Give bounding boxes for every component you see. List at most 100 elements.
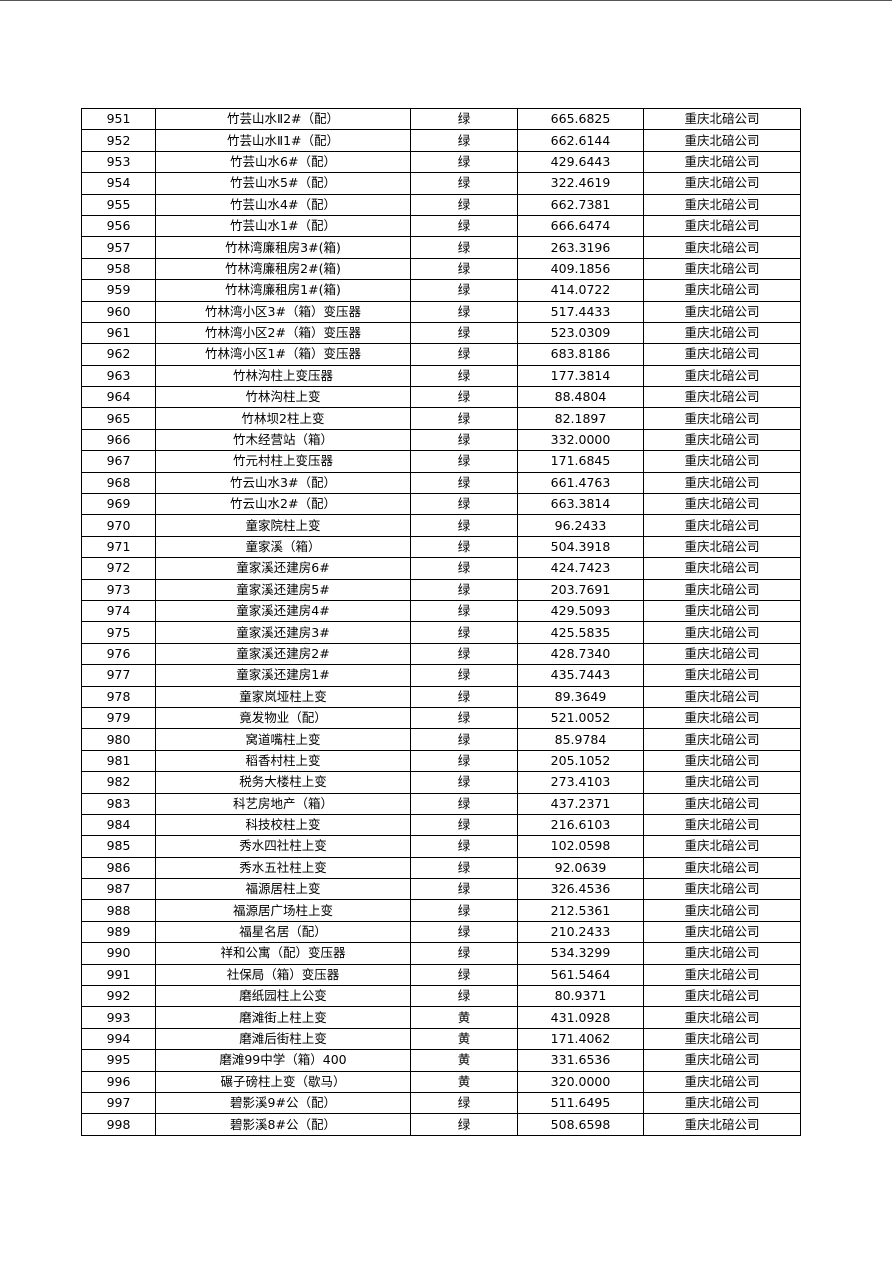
row-number: 997 — [81, 1091, 156, 1115]
station-name: 童家溪还建房1# — [155, 664, 411, 687]
table-row: 984 科技校柱上变绿 216.6103 重庆北碚公司 — [81, 813, 801, 837]
table-row: 961 竹林湾小区2#（箱）变压器绿 523.0309 重庆北碚公司 — [81, 321, 801, 345]
table-row: 955 竹芸山水4#（配）绿 662.7381 重庆北碚公司 — [81, 193, 801, 216]
station-name: 童家院柱上变 — [155, 514, 411, 537]
table-row: 974 童家溪还建房4# 绿 429.5093 重庆北碚公司 — [81, 599, 801, 623]
value: 88.4804 — [517, 386, 644, 409]
table-row: 993 磨滩街上柱上变黄 431.0928 重庆北碚公司 — [81, 1006, 801, 1029]
station-name: 竹元村柱上变压器 — [155, 450, 411, 473]
row-number: 992 — [81, 985, 156, 1008]
row-number: 952 — [81, 129, 156, 152]
station-name: 竹林湾廉租房3#(箱) — [155, 236, 411, 259]
row-number: 975 — [81, 621, 156, 644]
table-row: 951 竹芸山水Ⅱ2#（配）绿 665.6825 重庆北碚公司 — [81, 107, 801, 131]
value: 92.0639 — [517, 856, 644, 880]
row-number: 981 — [81, 749, 156, 773]
row-number: 987 — [81, 878, 156, 901]
row-number: 951 — [81, 107, 156, 131]
row-number: 967 — [81, 450, 156, 473]
row-number: 977 — [81, 664, 156, 687]
company: 重庆北碚公司 — [643, 1091, 801, 1115]
station-name: 竟发物业（配） — [155, 706, 411, 730]
table-row: 959 竹林湾廉租房1#(箱) 绿 414.0722 重庆北碚公司 — [81, 279, 801, 302]
status: 绿 — [410, 428, 518, 452]
status: 绿 — [410, 150, 518, 174]
status: 绿 — [410, 942, 518, 965]
station-name: 竹芸山水Ⅱ1#（配） — [155, 129, 411, 152]
company: 重庆北碚公司 — [643, 1027, 801, 1051]
company: 重庆北碚公司 — [643, 728, 801, 751]
table-row: 966 竹木经营站（箱）绿 332.0000 重庆北碚公司 — [81, 428, 801, 452]
row-number: 990 — [81, 942, 156, 965]
station-name: 竹林坝2柱上变 — [155, 407, 411, 430]
value: 203.7691 — [517, 578, 644, 601]
station-name: 秀水四社柱上变 — [155, 835, 411, 858]
status: 绿 — [410, 685, 518, 708]
station-name: 社保局（箱）变压器 — [155, 963, 411, 987]
status: 绿 — [410, 193, 518, 216]
table-row: 982 税务大楼柱上变绿 273.4103 重庆北碚公司 — [81, 771, 801, 794]
status: 绿 — [410, 578, 518, 601]
station-name: 竹芸山水5#（配） — [155, 172, 411, 195]
station-name: 磨滩后街柱上变 — [155, 1027, 411, 1051]
value: 102.0598 — [517, 835, 644, 858]
station-name: 福源居柱上变 — [155, 878, 411, 901]
status: 绿 — [410, 514, 518, 537]
table-row: 985 秀水四社柱上变绿 102.0598 重庆北碚公司 — [81, 835, 801, 858]
company: 重庆北碚公司 — [643, 257, 801, 281]
station-name: 童家溪还建房6# — [155, 557, 411, 580]
value: 437.2371 — [517, 792, 644, 815]
station-name: 科艺房地产（箱） — [155, 792, 411, 815]
company: 重庆北碚公司 — [643, 343, 801, 366]
status: 绿 — [410, 792, 518, 815]
row-number: 965 — [81, 407, 156, 430]
row-number: 983 — [81, 792, 156, 815]
table-row: 989 福星名居（配）绿 210.2433 重庆北碚公司 — [81, 920, 801, 944]
value: 517.4433 — [517, 300, 644, 323]
value: 205.1052 — [517, 749, 644, 773]
table-row: 981 稻香村柱上变绿 205.1052 重庆北碚公司 — [81, 749, 801, 773]
station-name: 竹云山水3#（配） — [155, 471, 411, 495]
status: 绿 — [410, 364, 518, 388]
status: 绿 — [410, 407, 518, 430]
value: 332.0000 — [517, 428, 644, 452]
value: 263.3196 — [517, 236, 644, 259]
value: 683.8186 — [517, 343, 644, 366]
table-row: 991 社保局（箱）变压器绿 561.5464 重庆北碚公司 — [81, 963, 801, 987]
status: 黄 — [410, 1006, 518, 1029]
status: 绿 — [410, 985, 518, 1008]
company: 重庆北碚公司 — [643, 1049, 801, 1072]
station-name: 童家溪还建房2# — [155, 642, 411, 666]
value: 322.4619 — [517, 172, 644, 195]
value: 331.6536 — [517, 1049, 644, 1072]
table-row: 986 秀水五社柱上变绿 92.0639 重庆北碚公司 — [81, 856, 801, 880]
company: 重庆北碚公司 — [643, 1113, 801, 1136]
row-number: 959 — [81, 279, 156, 302]
station-name: 碧影溪9#公（配） — [155, 1091, 411, 1115]
station-name: 童家溪还建房3# — [155, 621, 411, 644]
company: 重庆北碚公司 — [643, 1070, 801, 1093]
station-name: 竹云山水2#（配） — [155, 493, 411, 516]
value: 171.6845 — [517, 450, 644, 473]
company: 重庆北碚公司 — [643, 386, 801, 409]
company: 重庆北碚公司 — [643, 471, 801, 495]
value: 409.1856 — [517, 257, 644, 281]
status: 绿 — [410, 279, 518, 302]
value: 508.6598 — [517, 1113, 644, 1136]
status: 绿 — [410, 706, 518, 730]
station-name: 福源居广场柱上变 — [155, 899, 411, 922]
value: 662.6144 — [517, 129, 644, 152]
company: 重庆北碚公司 — [643, 407, 801, 430]
table-row: 997 碧影溪9#公（配）绿 511.6495 重庆北碚公司 — [81, 1091, 801, 1115]
station-name: 稻香村柱上变 — [155, 749, 411, 773]
status: 绿 — [410, 129, 518, 152]
table-row: 996 碾子磅柱上变（歇马）黄 320.0000 重庆北碚公司 — [81, 1070, 801, 1093]
row-number: 968 — [81, 471, 156, 495]
table-row: 998 碧影溪8#公（配）绿 508.6598 重庆北碚公司 — [81, 1113, 801, 1136]
company: 重庆北碚公司 — [643, 664, 801, 687]
status: 绿 — [410, 920, 518, 944]
company: 重庆北碚公司 — [643, 942, 801, 965]
value: 424.7423 — [517, 557, 644, 580]
value: 89.3649 — [517, 685, 644, 708]
station-name: 碧影溪8#公（配） — [155, 1113, 411, 1136]
